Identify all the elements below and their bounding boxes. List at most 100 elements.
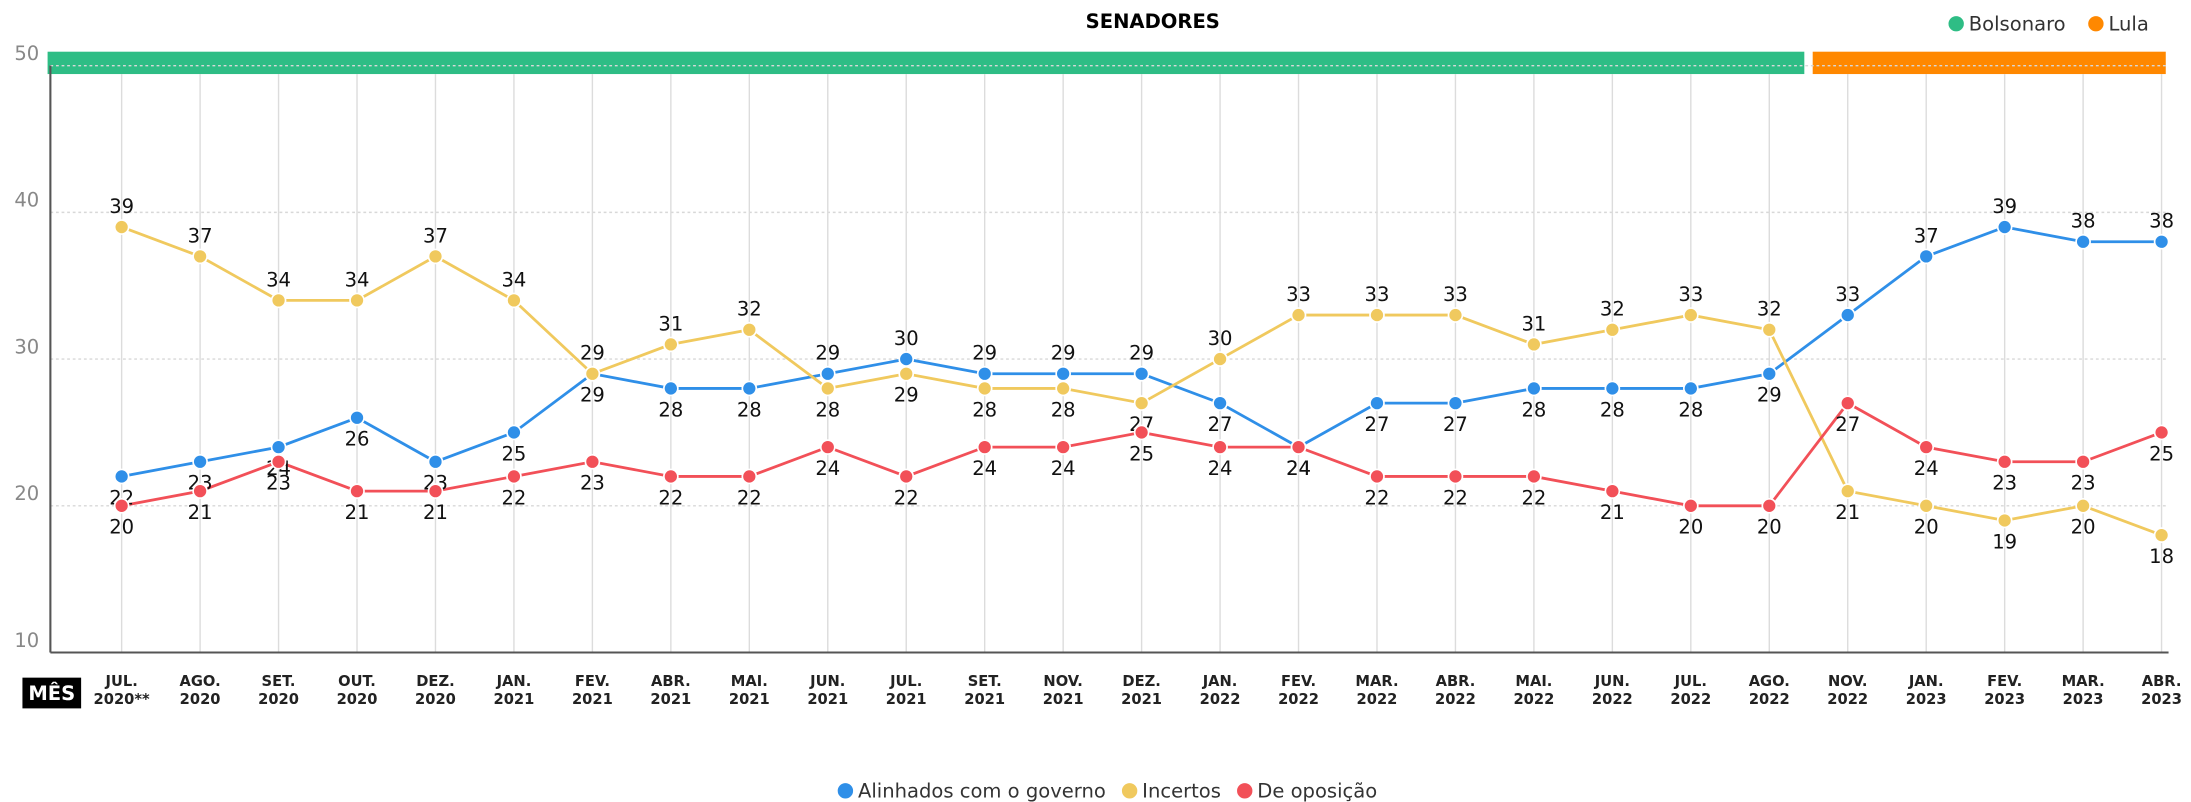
- data-label: 33: [1678, 283, 1703, 306]
- data-label: 33: [1286, 283, 1311, 306]
- x-tick-label: SET. 2020: [258, 673, 299, 709]
- data-label: 32: [737, 298, 762, 321]
- x-tick-label: MAR. 2022: [1355, 673, 1399, 709]
- data-point: [2153, 527, 2170, 543]
- data-point: [976, 365, 993, 382]
- x-tick-label: JUN. 2021: [807, 673, 849, 709]
- data-label: 20: [109, 516, 134, 539]
- data-label: 29: [1129, 342, 1154, 365]
- data-label: 29: [580, 384, 605, 407]
- x-tick-label: JAN. 2023: [1905, 673, 1947, 709]
- data-label: 27: [1365, 413, 1390, 436]
- data-label: 37: [423, 224, 448, 247]
- data-point: [1133, 424, 1150, 441]
- data-label: 33: [1443, 283, 1468, 306]
- data-point: [427, 483, 444, 499]
- x-tick-label-box: MAI. 2022: [1513, 673, 1555, 709]
- x-tick-label: DEZ. 2021: [1121, 673, 1163, 709]
- x-tick-label: JUL. 2021: [885, 673, 927, 709]
- x-tick-label-box: ABR. 2023: [2141, 673, 2182, 708]
- y-tick-label: 40: [14, 189, 39, 212]
- data-point: [270, 453, 287, 470]
- x-tick-label: ABR. 2022: [1435, 673, 1476, 709]
- x-tick-label-box: AGO. 2020: [180, 673, 221, 708]
- data-label: 20: [2071, 516, 2096, 539]
- data-point: [1055, 380, 1071, 397]
- data-label: 29: [580, 342, 605, 365]
- data-point: [1212, 351, 1228, 367]
- x-tick-label-box: FEV. 2022: [1278, 673, 1319, 708]
- legend-label: Incertos: [1142, 780, 1221, 802]
- x-tick-label: MAI. 2022: [1513, 673, 1555, 709]
- legend-dot: [1121, 783, 1138, 799]
- data-label: 27: [1208, 413, 1233, 436]
- data-label: 30: [1208, 327, 1233, 350]
- data-point: [506, 292, 522, 309]
- data-point: [663, 468, 679, 485]
- data-label: 37: [188, 224, 213, 247]
- chart-title: SENADORES: [1086, 10, 1220, 33]
- data-label: 22: [894, 486, 919, 509]
- x-tick-label-box: JUN. 2022: [1591, 673, 1633, 709]
- x-tick-label-box: ABR. 2022: [1435, 673, 1476, 709]
- legend-label: De oposição: [1257, 780, 1377, 802]
- data-label: 37: [1914, 224, 1939, 247]
- data-point: [741, 468, 758, 485]
- data-label: 38: [2071, 210, 2096, 233]
- data-label: 24: [1914, 457, 1939, 480]
- data-point: [427, 248, 444, 265]
- x-tick-label-box: JUN. 2021: [807, 673, 849, 709]
- y-tick-label: 20: [14, 482, 39, 505]
- data-point: [2075, 453, 2091, 470]
- data-point: [1133, 395, 1150, 411]
- data-label: 33: [1835, 283, 1860, 306]
- data-point: [663, 380, 679, 397]
- x-tick-label-box: ABR. 2021: [650, 673, 691, 708]
- data-point: [1604, 380, 1621, 397]
- x-tick-label-box: DEZ. 2020: [415, 673, 456, 708]
- data-point: [1761, 321, 1778, 338]
- data-label: 24: [1208, 457, 1233, 480]
- data-point: [741, 380, 758, 397]
- x-tick-label: JUN. 2022: [1591, 673, 1633, 709]
- data-point: [1133, 365, 1150, 382]
- data-point: [349, 483, 365, 499]
- data-point: [1369, 468, 1385, 485]
- data-label: 29: [894, 384, 919, 407]
- data-label: 24: [972, 457, 997, 480]
- period-bar: [47, 51, 1805, 75]
- x-tick-label-box: DEZ. 2021: [1121, 673, 1163, 709]
- x-tick-label-box: FEV. 2021: [571, 673, 613, 709]
- data-label: 21: [188, 501, 213, 524]
- x-tick-label-box: SET. 2021: [964, 673, 1005, 708]
- x-axis-label: MÊS: [28, 682, 75, 705]
- data-point: [1839, 395, 1856, 411]
- data-point: [192, 453, 208, 470]
- data-label: 29: [972, 342, 997, 365]
- data-label: 25: [2149, 442, 2174, 465]
- data-label: 21: [1600, 501, 1625, 524]
- data-point: [1447, 395, 1464, 411]
- data-label: 22: [501, 486, 526, 509]
- data-point: [1839, 483, 1856, 499]
- x-tick-label: JUL. 2020**: [93, 673, 150, 709]
- data-label: 31: [1521, 312, 1546, 335]
- data-point: [349, 292, 365, 309]
- x-label-box: [22, 677, 82, 709]
- data-point: [1996, 219, 2013, 235]
- data-point: [2153, 424, 2170, 441]
- x-tick-label-box: FEV. 2023: [1984, 673, 2025, 708]
- y-tick-label: 50: [14, 42, 39, 65]
- x-tick-label-box: JUL. 2022: [1670, 673, 1711, 708]
- data-label: 27: [1835, 413, 1860, 436]
- data-point: [506, 468, 522, 485]
- data-label: 28: [658, 398, 683, 421]
- data-point: [1604, 483, 1621, 499]
- data-label: 24: [1051, 457, 1076, 480]
- data-label: 22: [1521, 486, 1546, 509]
- x-tick-label: FEV. 2021: [571, 673, 613, 709]
- data-point: [1526, 468, 1542, 485]
- data-point: [1447, 307, 1464, 323]
- data-point: [584, 365, 601, 382]
- data-point: [1526, 380, 1542, 397]
